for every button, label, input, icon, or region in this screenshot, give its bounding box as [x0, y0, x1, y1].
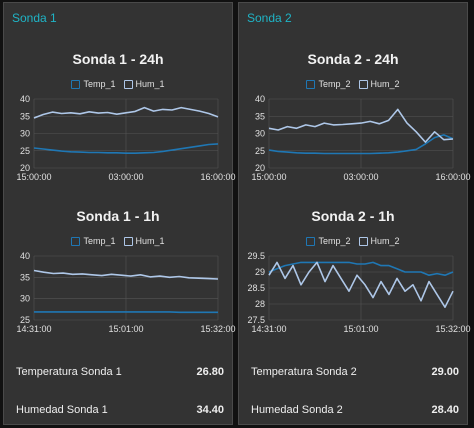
x-tick-label: 14:31:00: [16, 324, 51, 334]
x-tick-label: 03:00:00: [108, 172, 143, 182]
y-tick-label: 29.5: [247, 251, 265, 261]
chart-title: Sonda 2 - 1h: [311, 208, 395, 224]
series-line-humidity: [33, 269, 219, 280]
y-tick-label: 25: [255, 146, 265, 156]
y-tick-label: 20: [255, 163, 265, 173]
readout-value: 28.40: [431, 404, 459, 416]
x-tick-label: 15:00:00: [16, 172, 51, 182]
legend-item-hum[interactable]: Hum_1: [123, 236, 165, 246]
legend-swatch: [71, 79, 81, 89]
readout-humidity: Humedad Sonda 2 28.40: [251, 404, 459, 416]
y-tick-label: 27.5: [247, 315, 265, 325]
legend-item-temp[interactable]: Temp_1: [71, 79, 116, 89]
y-tick-label: 25: [20, 146, 30, 156]
legend-item-hum[interactable]: Hum_1: [123, 79, 165, 89]
panel-title: Sonda 2: [247, 11, 292, 25]
series-line-humidity: [33, 106, 219, 119]
y-tick-label: 29: [255, 267, 265, 277]
legend-item-temp[interactable]: Temp_1: [71, 236, 116, 246]
chart-title: Sonda 1 - 1h: [76, 208, 160, 224]
chart-title: Sonda 2 - 24h: [307, 51, 399, 67]
y-tick-label: 30: [255, 129, 265, 139]
readout-label: Temperatura Sonda 2: [251, 366, 357, 378]
readout-temperature: Temperatura Sonda 1 26.80: [16, 366, 224, 378]
x-tick-label: 15:32:00: [200, 324, 235, 334]
legend-label: Hum_1: [135, 236, 165, 246]
legend-swatch: [358, 236, 368, 246]
readout-label: Temperatura Sonda 1: [16, 366, 122, 378]
panel-sonda-1: Sonda 1 Sonda 1 - 24h Temp_1 Hum_1 40 35 3…: [3, 2, 236, 425]
chart-legend: Temp_2 Hum_2: [239, 79, 467, 89]
x-tick-label: 14:31:00: [251, 324, 286, 334]
series-line-humidity: [268, 261, 454, 309]
x-tick-label: 15:01:00: [108, 324, 143, 334]
chart-legend: Temp_2 Hum_2: [239, 236, 467, 246]
chart-legend: Temp_1 Hum_1: [4, 236, 232, 246]
readout-temperature: Temperatura Sonda 2 29.00: [251, 366, 459, 378]
y-tick-label: 40: [20, 94, 30, 104]
x-tick-label: 16:00:00: [200, 172, 235, 182]
series-line-temperature: [268, 261, 454, 277]
series-line-temperature: [33, 143, 219, 155]
readout-value: 34.40: [196, 404, 224, 416]
y-tick-label: 20: [20, 163, 30, 173]
legend-swatch: [71, 236, 81, 246]
legend-item-temp[interactable]: Temp_2: [306, 236, 351, 246]
x-tick-label: 15:32:00: [435, 324, 470, 334]
legend-label: Temp_2: [318, 236, 351, 246]
legend-item-hum[interactable]: Hum_2: [358, 236, 400, 246]
panel-title: Sonda 1: [12, 11, 57, 25]
legend-label: Temp_1: [83, 236, 116, 246]
series-line-humidity: [268, 108, 454, 143]
readout-label: Humedad Sonda 1: [16, 404, 108, 416]
y-tick-label: 40: [20, 251, 30, 261]
line-chart: 29.5 29 28.5 28 27.514:31:00 15:01:00 15:32:00: [247, 251, 470, 334]
x-tick-label: 16:00:00: [435, 172, 470, 182]
x-tick-label: 15:00:00: [251, 172, 286, 182]
y-tick-label: 30: [20, 294, 30, 304]
panel-sonda-2: Sonda 2 Sonda 2 - 24h Temp_2 Hum_2 40 35 3…: [238, 2, 471, 425]
legend-swatch: [358, 79, 368, 89]
chart-legend: Temp_1 Hum_1: [4, 79, 232, 89]
legend-swatch: [306, 236, 316, 246]
legend-label: Hum_2: [370, 79, 400, 89]
y-tick-label: 40: [255, 94, 265, 104]
x-tick-label: 15:01:00: [343, 324, 378, 334]
y-tick-label: 25: [20, 315, 30, 325]
legend-item-temp[interactable]: Temp_2: [306, 79, 351, 89]
legend-label: Temp_1: [83, 79, 116, 89]
legend-item-hum[interactable]: Hum_2: [358, 79, 400, 89]
legend-swatch: [306, 79, 316, 89]
chart-title: Sonda 1 - 24h: [72, 51, 164, 67]
readout-value: 29.00: [431, 366, 459, 378]
y-tick-label: 35: [20, 272, 30, 282]
legend-swatch: [123, 236, 133, 246]
y-tick-label: 28: [255, 299, 265, 309]
readout-label: Humedad Sonda 2: [251, 404, 343, 416]
y-tick-label: 35: [255, 111, 265, 121]
x-tick-label: 03:00:00: [343, 172, 378, 182]
readout-value: 26.80: [196, 366, 224, 378]
y-tick-label: 30: [20, 129, 30, 139]
legend-swatch: [123, 79, 133, 89]
y-tick-label: 35: [20, 111, 30, 121]
legend-label: Temp_2: [318, 79, 351, 89]
legend-label: Hum_2: [370, 236, 400, 246]
y-tick-label: 28.5: [247, 283, 265, 293]
legend-label: Hum_1: [135, 79, 165, 89]
series-line-temperature: [268, 134, 454, 155]
readout-humidity: Humedad Sonda 1 34.40: [16, 404, 224, 416]
